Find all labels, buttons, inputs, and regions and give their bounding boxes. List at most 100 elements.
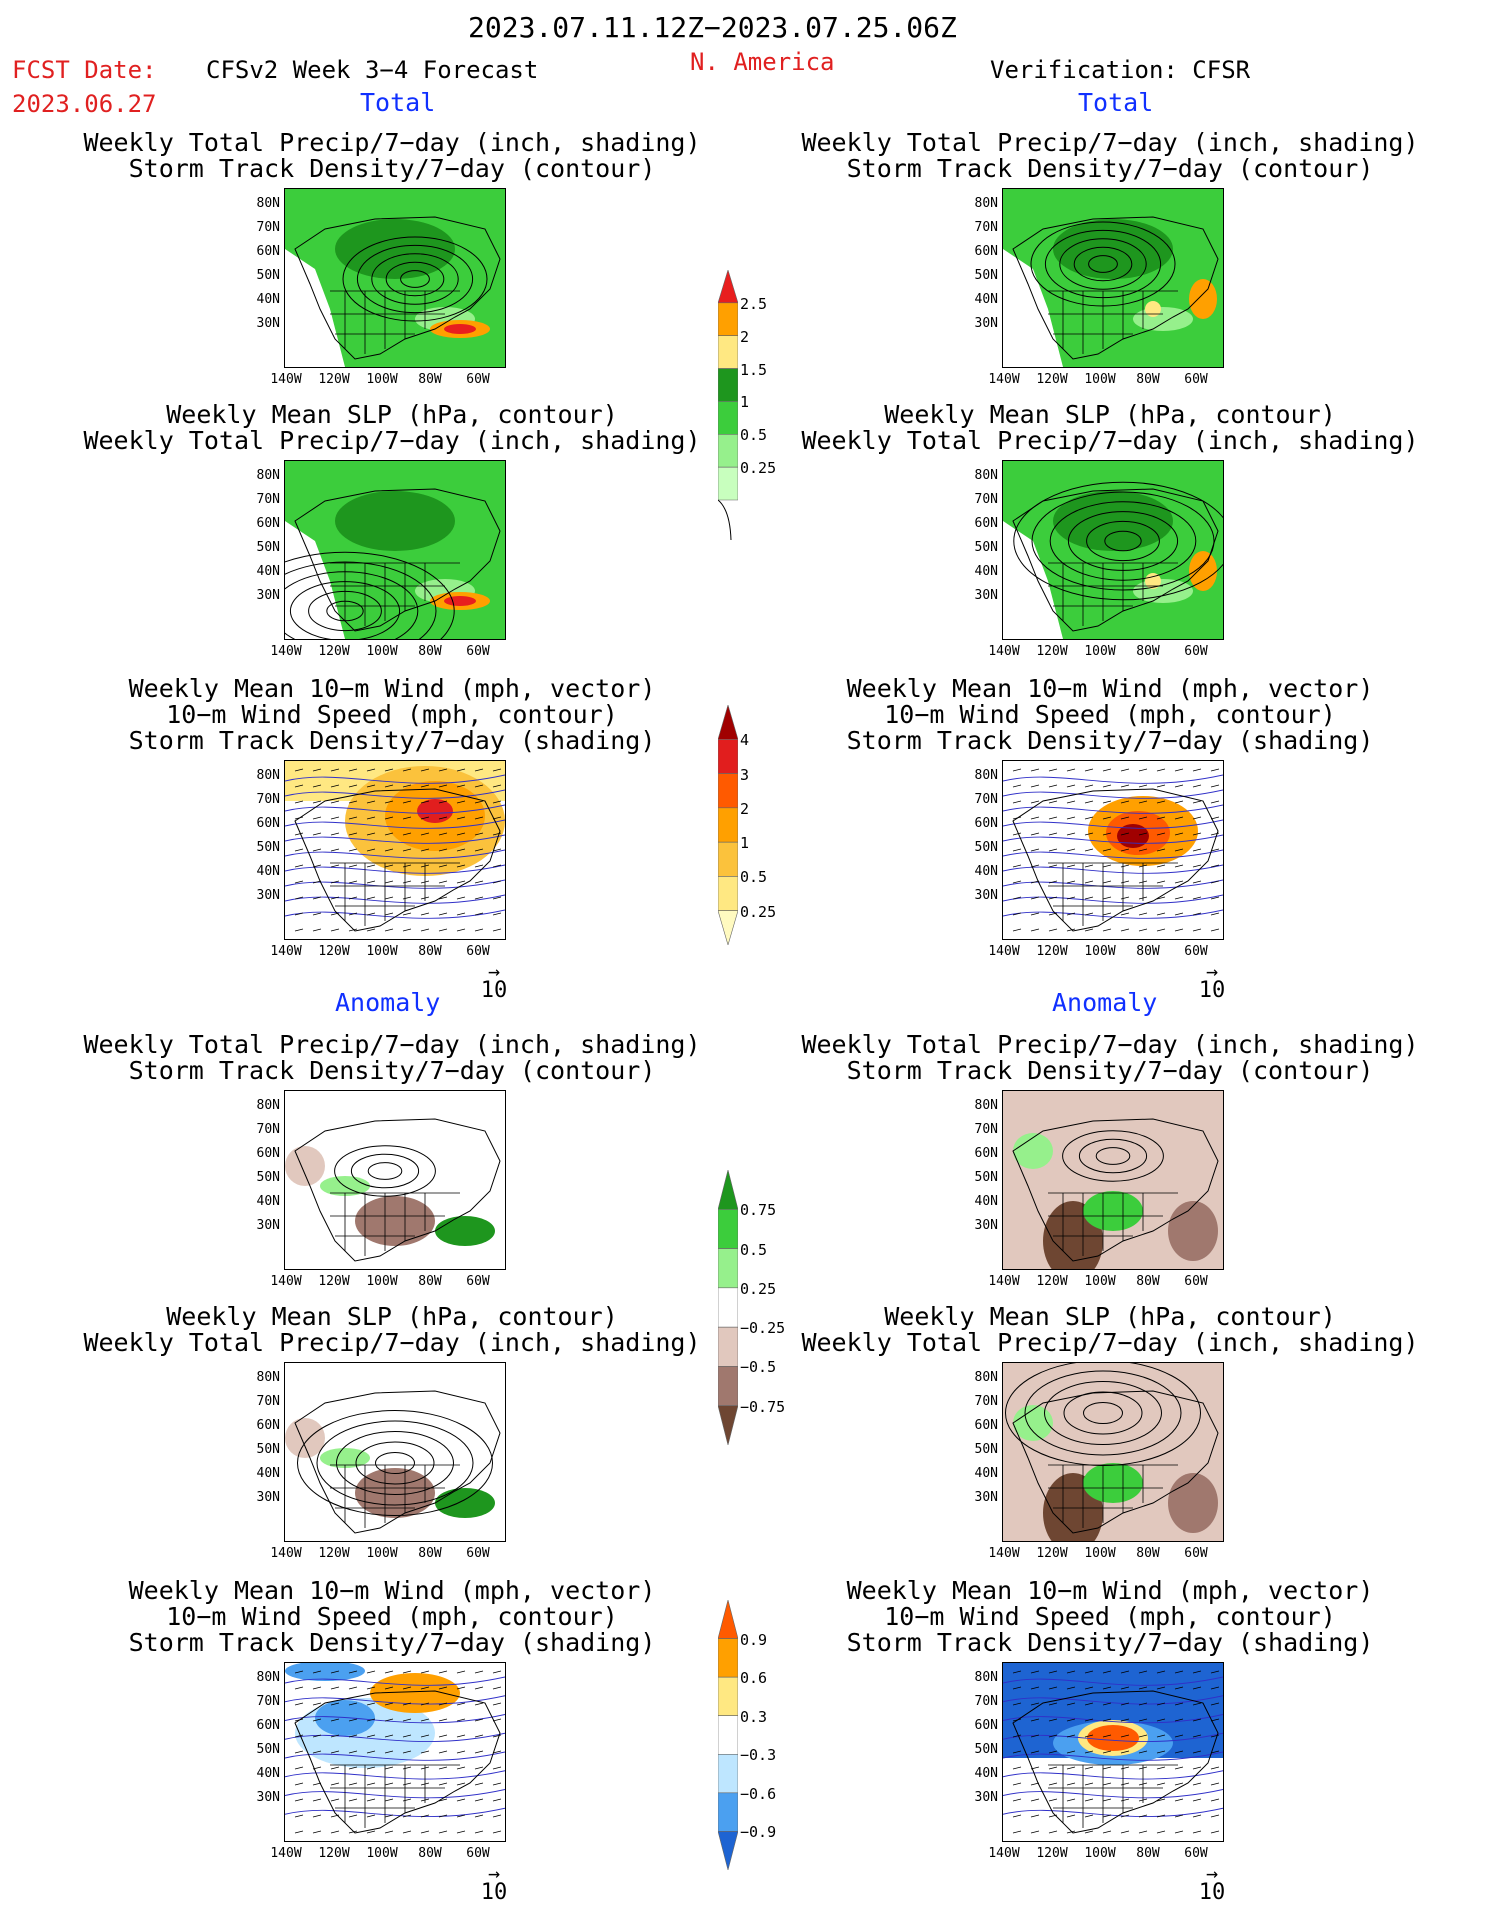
colorbar-segment xyxy=(718,1792,738,1832)
panel-title-line: 10−m Wind Speed (mph, contour) xyxy=(166,700,618,729)
wind-vector xyxy=(1174,1814,1184,1818)
coastline xyxy=(294,1118,501,1262)
lon-tick-label: 80W xyxy=(418,1846,442,1861)
panel-title-line: 10−m Wind Speed (mph, contour) xyxy=(884,1602,1336,1631)
wind-vector xyxy=(312,1766,322,1770)
wind-vector xyxy=(1174,800,1184,804)
colorbar-segment xyxy=(718,841,738,877)
wind-vector xyxy=(1138,880,1148,884)
wind-vector xyxy=(1210,1798,1220,1802)
precip-anom-wet xyxy=(435,1216,495,1246)
lat-tick-label: 80N xyxy=(974,468,998,483)
vector-reference-arrow: → xyxy=(487,959,501,983)
wind-vector xyxy=(1138,1702,1148,1706)
wind-vector xyxy=(1138,864,1148,868)
wind-vector xyxy=(1030,1782,1040,1786)
wind-vector xyxy=(420,912,430,916)
wind-vector xyxy=(438,768,448,772)
lat-tick-label: 50N xyxy=(974,1742,998,1757)
wind-vector xyxy=(1030,800,1040,804)
lat-tick-label: 50N xyxy=(974,840,998,855)
lat-tick-label: 60N xyxy=(974,244,998,259)
panel-title-line: Weekly Total Precip/7−day (inch, shading… xyxy=(801,128,1419,157)
vector-reference-arrow: → xyxy=(1205,959,1219,983)
lat-tick-label: 40N xyxy=(256,292,280,307)
wind-vector xyxy=(1192,848,1202,852)
colorbar-segment xyxy=(718,335,738,369)
wind-vector xyxy=(438,896,448,900)
wind-vector xyxy=(474,1766,484,1770)
vector-reference-value: 10 xyxy=(480,978,508,1003)
wind-vector xyxy=(474,1718,484,1722)
wind-vector xyxy=(1138,1686,1148,1690)
wind-vector xyxy=(420,816,430,820)
panel-title-obs-3: Weekly Total Precip/7−day (inch, shading… xyxy=(780,1032,1440,1084)
wind-speed-contour xyxy=(1003,789,1223,799)
wind-vector xyxy=(1174,928,1184,932)
wind-vector xyxy=(1030,1798,1040,1802)
colorbar-segment xyxy=(718,738,738,774)
wind-vector xyxy=(492,768,502,772)
wind-vector xyxy=(1102,1782,1112,1786)
wind-vector xyxy=(402,1814,412,1818)
colorbar-segment xyxy=(718,1638,738,1678)
wind-vector xyxy=(330,848,340,852)
wind-vector xyxy=(456,1750,466,1754)
wind-vector xyxy=(438,1750,448,1754)
wind-vector xyxy=(1012,1718,1022,1722)
wind-vector xyxy=(1210,784,1220,788)
wind-speed-contour xyxy=(1003,819,1223,829)
wind-vector xyxy=(294,800,304,804)
lon-tick-label: 80W xyxy=(1136,1846,1160,1861)
section-anomaly-left: Anomaly xyxy=(335,988,441,1017)
lat-tick-label: 70N xyxy=(256,792,280,807)
wind-vector xyxy=(1084,848,1094,852)
lon-tick-label: 140W xyxy=(988,1546,1020,1561)
slp-contour xyxy=(1104,530,1142,552)
vector-reference: → 10 xyxy=(474,959,514,1003)
lat-tick-label: 30N xyxy=(974,1790,998,1805)
colorbar-label: 2.5 xyxy=(740,294,768,313)
wind-vector xyxy=(294,864,304,868)
wind-vector xyxy=(348,912,358,916)
wind-vector xyxy=(294,1798,304,1802)
wind-vector xyxy=(402,784,412,788)
fcst-date-value: 2023.06.27 xyxy=(12,90,157,118)
wind-vector xyxy=(1030,1750,1040,1754)
wind-vector xyxy=(1120,1734,1130,1738)
wind-vector xyxy=(330,1782,340,1786)
lat-tick-label: 40N xyxy=(256,1194,280,1209)
colorbar-label: −0.3 xyxy=(740,1746,777,1765)
lon-tick-label: 120W xyxy=(318,1846,350,1861)
precip-max xyxy=(1189,279,1217,319)
map-canvas xyxy=(285,1390,501,1534)
lat-tick-label: 50N xyxy=(256,268,280,283)
lon-tick-label: 80W xyxy=(1136,944,1160,959)
wind-vector xyxy=(1174,1782,1184,1786)
lon-tick-label: 100W xyxy=(1084,644,1116,659)
lat-tick-label: 80N xyxy=(974,1370,998,1385)
wind-vector xyxy=(474,912,484,916)
wind-vector xyxy=(366,912,376,916)
panel-title-line: Weekly Total Precip/7−day (inch, shading… xyxy=(83,426,701,455)
map-obs-sanom xyxy=(1002,1662,1224,1842)
wind-vector xyxy=(1156,1814,1166,1818)
wind-vector xyxy=(366,896,376,900)
wind-vector xyxy=(1138,1750,1148,1754)
colorbar-segment xyxy=(718,466,738,501)
wind-vector xyxy=(438,1766,448,1770)
lat-tick-label: 40N xyxy=(256,1766,280,1781)
panel-title-line: Weekly Mean 10−m Wind (mph, vector) xyxy=(846,674,1374,703)
colorbar-label: 3 xyxy=(740,765,750,784)
wind-vector xyxy=(474,1798,484,1802)
wind-vector xyxy=(492,848,502,852)
wind-vector xyxy=(456,896,466,900)
lon-tick-label: 140W xyxy=(270,372,302,387)
wind-vector xyxy=(348,1670,358,1674)
lat-tick-label: 50N xyxy=(974,268,998,283)
wind-vector xyxy=(330,1766,340,1770)
wind-vector xyxy=(474,784,484,788)
wind-vector xyxy=(1066,768,1076,772)
wind-vector xyxy=(1174,832,1184,836)
colorbar-label: −0.9 xyxy=(740,1823,777,1842)
